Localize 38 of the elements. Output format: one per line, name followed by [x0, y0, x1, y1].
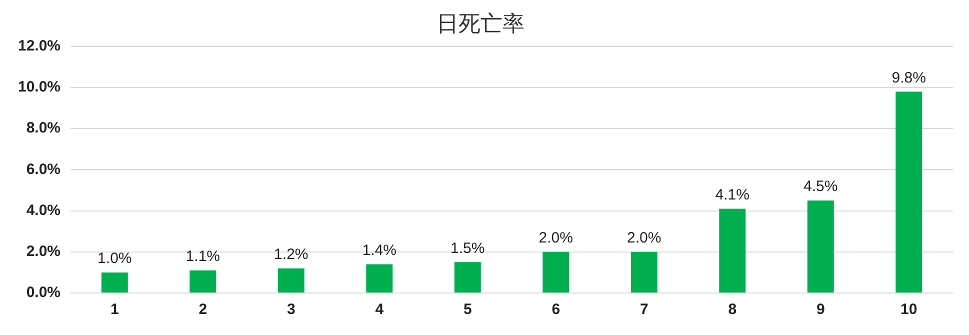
y-tick-label: 4.0% — [26, 202, 61, 219]
y-tick-label: 10.0% — [18, 78, 61, 96]
bar — [190, 270, 216, 292]
y-tick-label: 12.0% — [18, 38, 61, 55]
data-label: 2.0% — [538, 230, 573, 247]
data-label: 2.0% — [627, 230, 662, 247]
x-tick-label: 7 — [640, 301, 648, 318]
bar — [454, 262, 481, 292]
x-tick-label: 6 — [552, 301, 560, 318]
x-tick-label: 5 — [463, 301, 472, 318]
x-tick-label: 2 — [198, 301, 208, 318]
y-tick-label: 8.0% — [26, 120, 61, 137]
x-tick-label: 3 — [286, 301, 296, 318]
bar — [896, 92, 922, 292]
data-label: 1.5% — [450, 240, 485, 257]
data-label: 1.0% — [98, 250, 132, 268]
bar — [630, 252, 658, 292]
bar — [542, 252, 570, 292]
chart-title: 日死亡率 — [436, 12, 524, 37]
bar — [101, 272, 128, 292]
bar — [366, 264, 393, 292]
x-tick-label: 4 — [375, 301, 384, 318]
y-tick-label: 6.0% — [26, 160, 61, 178]
data-label: 4.1% — [715, 186, 750, 204]
data-label: 1.1% — [186, 248, 220, 266]
bar — [807, 200, 834, 292]
y-tick-label: 2.0% — [26, 243, 61, 260]
data-label: 9.8% — [892, 69, 926, 86]
data-label: 4.5% — [804, 178, 838, 196]
x-tick-label: 9 — [816, 301, 825, 318]
bar — [719, 208, 746, 292]
x-tick-label: 1 — [110, 301, 119, 318]
data-label: 1.2% — [274, 246, 308, 263]
bar — [278, 268, 304, 292]
data-label: 1.4% — [362, 242, 396, 259]
x-tick-label: 10 — [900, 301, 918, 318]
x-tick-label: 8 — [728, 301, 737, 318]
y-tick-label: 0.0% — [26, 284, 61, 302]
